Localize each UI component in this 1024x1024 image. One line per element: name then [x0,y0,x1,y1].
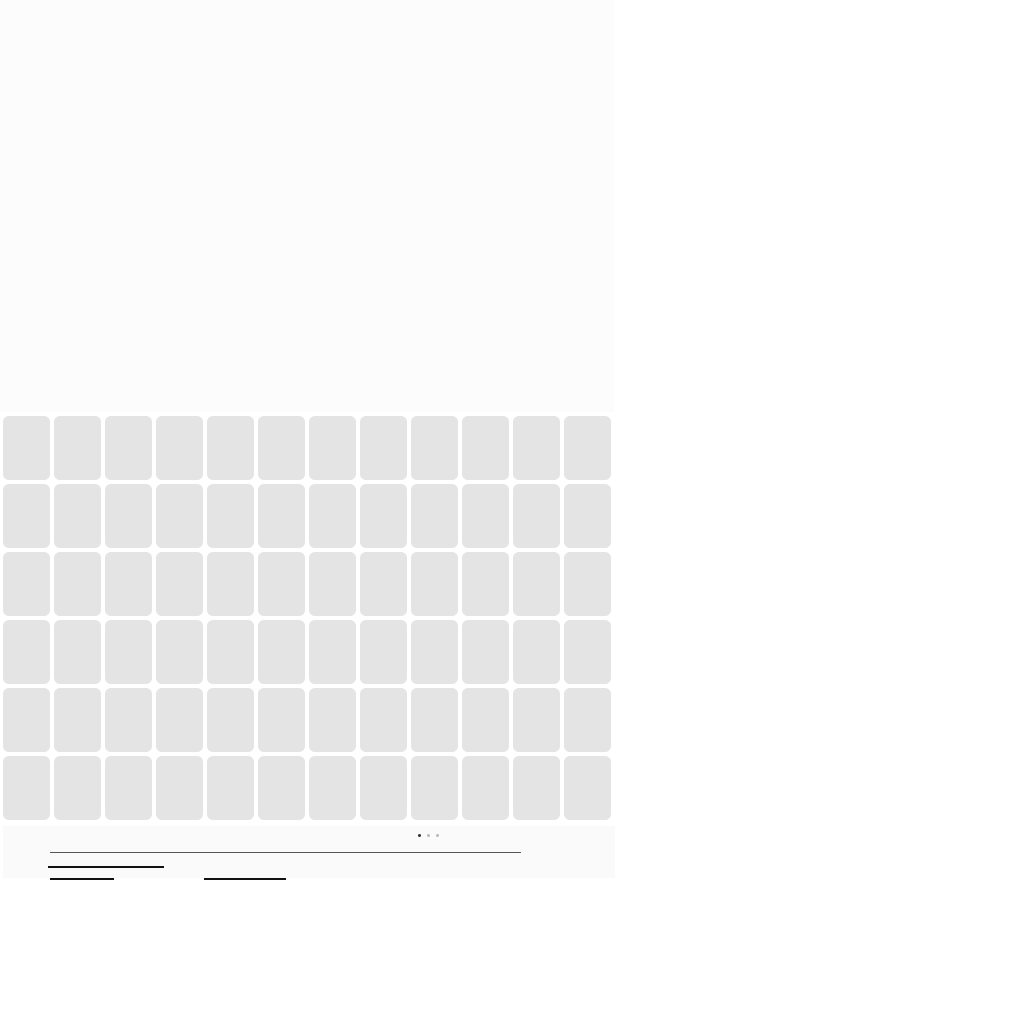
grid-tile[interactable] [3,756,50,820]
grid-tile[interactable] [105,756,152,820]
grid-tile[interactable] [3,416,50,480]
grid-tile[interactable] [411,688,458,752]
grid-tile[interactable] [258,688,305,752]
grid-tile[interactable] [309,688,356,752]
footer-divider-line [50,852,521,853]
grid-tile[interactable] [309,416,356,480]
grid-tile[interactable] [105,620,152,684]
top-blank-panel [0,0,614,412]
tile-grid [3,416,612,820]
grid-tile[interactable] [360,756,407,820]
grid-tile[interactable] [105,416,152,480]
footer-link-line-1[interactable] [48,866,164,868]
footer-dot-3 [436,834,439,837]
grid-tile[interactable] [207,416,254,480]
grid-tile[interactable] [462,620,509,684]
grid-tile[interactable] [3,552,50,616]
grid-tile[interactable] [309,484,356,548]
grid-tile[interactable] [54,756,101,820]
grid-tile[interactable] [207,484,254,548]
grid-tile[interactable] [309,756,356,820]
grid-tile[interactable] [309,552,356,616]
grid-tile[interactable] [309,620,356,684]
grid-tile[interactable] [411,756,458,820]
grid-tile[interactable] [3,620,50,684]
grid-tile[interactable] [411,620,458,684]
grid-tile[interactable] [105,552,152,616]
grid-tile[interactable] [360,484,407,548]
grid-tile[interactable] [564,756,611,820]
grid-tile[interactable] [411,484,458,548]
grid-tile[interactable] [513,416,560,480]
grid-tile[interactable] [258,756,305,820]
grid-tile[interactable] [513,484,560,548]
grid-tile[interactable] [54,552,101,616]
grid-tile[interactable] [513,620,560,684]
grid-tile[interactable] [411,552,458,616]
grid-tile[interactable] [564,552,611,616]
grid-tile[interactable] [54,688,101,752]
grid-tile[interactable] [462,484,509,548]
grid-tile[interactable] [462,688,509,752]
grid-tile[interactable] [360,552,407,616]
grid-tile[interactable] [258,416,305,480]
grid-tile[interactable] [564,484,611,548]
grid-tile[interactable] [462,756,509,820]
grid-tile[interactable] [156,552,203,616]
grid-tile[interactable] [156,484,203,548]
grid-tile[interactable] [258,552,305,616]
grid-tile[interactable] [207,620,254,684]
footer-dot-1 [418,834,421,837]
footer-dot-2 [427,834,430,837]
grid-tile[interactable] [462,552,509,616]
grid-tile[interactable] [156,688,203,752]
grid-tile[interactable] [564,620,611,684]
grid-tile[interactable] [564,688,611,752]
grid-tile[interactable] [258,484,305,548]
grid-tile[interactable] [3,484,50,548]
grid-tile[interactable] [360,620,407,684]
grid-tile[interactable] [513,552,560,616]
grid-tile[interactable] [564,416,611,480]
grid-tile[interactable] [105,688,152,752]
grid-tile[interactable] [54,416,101,480]
grid-tile[interactable] [411,416,458,480]
grid-tile[interactable] [156,620,203,684]
grid-tile[interactable] [513,688,560,752]
grid-tile[interactable] [513,756,560,820]
footer-link-line-3[interactable] [204,878,286,880]
grid-tile[interactable] [462,416,509,480]
grid-tile[interactable] [207,552,254,616]
grid-tile[interactable] [3,688,50,752]
grid-tile[interactable] [156,756,203,820]
grid-tile[interactable] [54,620,101,684]
grid-tile[interactable] [207,756,254,820]
grid-tile[interactable] [258,620,305,684]
grid-tile[interactable] [360,688,407,752]
grid-tile[interactable] [360,416,407,480]
grid-tile[interactable] [54,484,101,548]
grid-tile[interactable] [105,484,152,548]
grid-tile[interactable] [156,416,203,480]
grid-tile[interactable] [207,688,254,752]
footer-link-line-2[interactable] [50,878,114,880]
footer-dots [418,834,439,837]
